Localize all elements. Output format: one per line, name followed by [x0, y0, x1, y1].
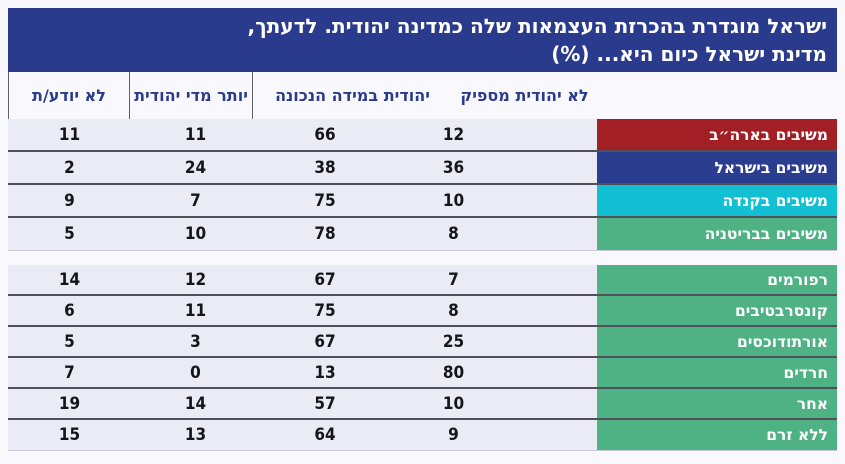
- row-spacer: [517, 218, 597, 250]
- title-bar: ישראל מוגדרת בהכרזת העצמאות שלה כמדינה י…: [8, 8, 837, 72]
- value-cell: 5: [8, 327, 131, 356]
- value-cell: 13: [260, 358, 390, 387]
- table-row: משיבים בבריטניה 8 78 10 5: [8, 218, 837, 251]
- value-cell: 24: [131, 152, 260, 183]
- value-cell: 64: [260, 420, 390, 450]
- table-row: משיבים בקנדה 10 75 7 9: [8, 185, 837, 218]
- value-cell: 15: [8, 420, 131, 450]
- value-cell: 11: [8, 119, 131, 150]
- column-header-dont-know: לא יודע/ת: [8, 72, 129, 119]
- row-label: משיבים בארה״ב: [597, 119, 837, 150]
- row-label: משיבים בקנדה: [597, 185, 837, 216]
- row-label: משיבים בישראל: [597, 152, 837, 183]
- group-respondents-by-country: משיבים בארה״ב 12 66 11 11 משיבים בישראל …: [8, 119, 837, 251]
- value-cell: 5: [8, 218, 131, 250]
- column-header-too-jewish: יותר מדי יהודית: [129, 72, 252, 119]
- value-cell: 10: [390, 389, 517, 418]
- value-cell: 36: [390, 152, 517, 183]
- title-line-1: ישראל מוגדרת בהכרזת העצמאות שלה כמדינה י…: [247, 14, 827, 38]
- value-cell: 10: [131, 218, 260, 250]
- table-row: משיבים בארה״ב 12 66 11 11: [8, 119, 837, 152]
- table-row: אורתודוכסים 25 67 3 5: [8, 327, 837, 358]
- row-spacer: [517, 185, 597, 216]
- value-cell: 78: [260, 218, 390, 250]
- header-spacer: [597, 72, 837, 119]
- value-cell: 19: [8, 389, 131, 418]
- value-cell: 25: [390, 327, 517, 356]
- table-row: קונסרבטיבים 8 75 11 6: [8, 296, 837, 327]
- value-cell: 38: [260, 152, 390, 183]
- row-label: ללא זרם: [597, 420, 837, 450]
- row-label: חרדים: [597, 358, 837, 387]
- value-cell: 11: [131, 119, 260, 150]
- column-header-jewish-right-measure: יהודית במידה הנכונה: [252, 72, 452, 119]
- row-spacer: [517, 327, 597, 356]
- row-label: אחר: [597, 389, 837, 418]
- value-cell: 13: [131, 420, 260, 450]
- value-cell: 8: [390, 296, 517, 325]
- row-label: משיבים בבריטניה: [597, 218, 837, 250]
- value-cell: 57: [260, 389, 390, 418]
- value-cell: 11: [131, 296, 260, 325]
- value-cell: 7: [131, 185, 260, 216]
- value-cell: 6: [8, 296, 131, 325]
- value-cell: 8: [390, 218, 517, 250]
- row-spacer: [517, 358, 597, 387]
- table-row: ללא זרם 9 64 13 15: [8, 420, 837, 451]
- row-label: רפורמים: [597, 265, 837, 294]
- value-cell: 75: [260, 296, 390, 325]
- value-cell: 14: [8, 265, 131, 294]
- row-spacer: [517, 152, 597, 183]
- column-headers: לא יהודית מספיק יהודית במידה הנכונה יותר…: [8, 72, 837, 119]
- row-label: קונסרבטיבים: [597, 296, 837, 325]
- group-respondents-by-denomination: רפורמים 7 67 12 14 קונסרבטיבים 8 75 11 6…: [8, 265, 837, 451]
- row-spacer: [517, 265, 597, 294]
- row-spacer: [517, 296, 597, 325]
- table-row: משיבים בישראל 36 38 24 2: [8, 152, 837, 185]
- value-cell: 9: [8, 185, 131, 216]
- value-cell: 75: [260, 185, 390, 216]
- row-spacer: [517, 119, 597, 150]
- value-cell: 3: [131, 327, 260, 356]
- table-row: אחר 10 57 14 19: [8, 389, 837, 420]
- value-cell: 12: [131, 265, 260, 294]
- value-cell: 66: [260, 119, 390, 150]
- row-spacer: [517, 420, 597, 450]
- table-row: חרדים 80 13 0 7: [8, 358, 837, 389]
- table-body: משיבים בארה״ב 12 66 11 11 משיבים בישראל …: [8, 119, 837, 451]
- value-cell: 12: [390, 119, 517, 150]
- value-cell: 67: [260, 327, 390, 356]
- table-row: רפורמים 7 67 12 14: [8, 265, 837, 296]
- row-label: אורתודוכסים: [597, 327, 837, 356]
- value-cell: 0: [131, 358, 260, 387]
- column-header-not-jewish-enough: לא יהודית מספיק: [460, 86, 589, 105]
- title-line-2: מדינת ישראל כיום היא... (%): [551, 42, 827, 66]
- value-cell: 80: [390, 358, 517, 387]
- row-spacer: [517, 389, 597, 418]
- value-cell: 14: [131, 389, 260, 418]
- value-cell: 67: [260, 265, 390, 294]
- value-cell: 7: [8, 358, 131, 387]
- value-cell: 9: [390, 420, 517, 450]
- value-cell: 10: [390, 185, 517, 216]
- value-cell: 7: [390, 265, 517, 294]
- value-cell: 2: [8, 152, 131, 183]
